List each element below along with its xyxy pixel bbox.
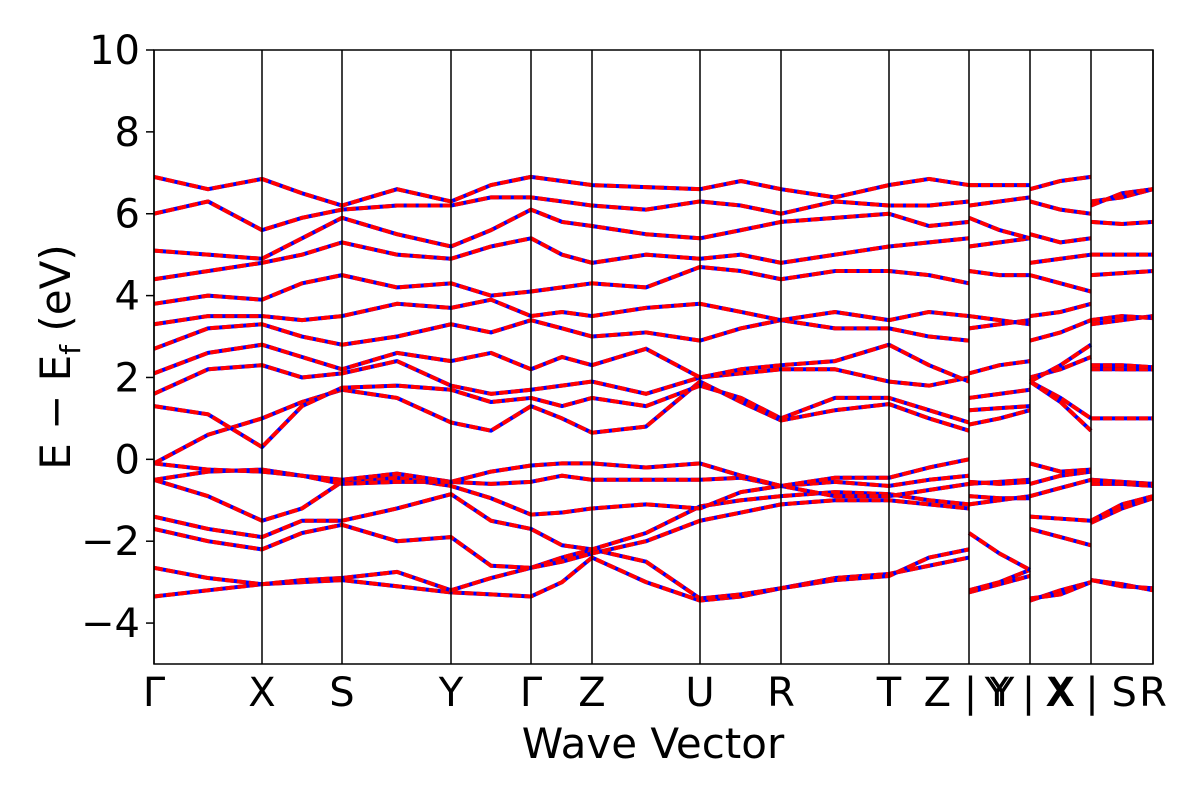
x-tick-label: S bbox=[329, 670, 354, 716]
band-line-dashed bbox=[153, 475, 1154, 523]
x-tick-label: Γ bbox=[520, 670, 543, 716]
x-tick-label: Z bbox=[578, 670, 605, 716]
y-tick-label: −2 bbox=[81, 519, 140, 565]
band-line-dashed bbox=[153, 457, 1153, 488]
band-line-dashed bbox=[153, 496, 1154, 572]
band-line bbox=[153, 490, 1154, 552]
x-tick-label: R bbox=[767, 670, 795, 716]
plot-frame bbox=[153, 49, 1154, 665]
band-line-dashed bbox=[153, 342, 1154, 384]
x-tick-label: R bbox=[1139, 670, 1167, 716]
y-tick-label: 0 bbox=[115, 437, 140, 483]
x-axis-label: Wave Vector bbox=[522, 719, 785, 768]
y-axis-label: E − Ef (eV) bbox=[31, 244, 87, 470]
band-line bbox=[153, 367, 1153, 450]
y-tick-label: 10 bbox=[89, 28, 140, 74]
x-tick-label: T bbox=[876, 670, 902, 716]
band-line-dashed bbox=[153, 264, 1154, 306]
y-label-main: E − E bbox=[31, 355, 80, 470]
band-line-dashed bbox=[153, 174, 1154, 208]
band-line bbox=[153, 236, 1153, 282]
band-line-dashed bbox=[153, 355, 1153, 400]
band-line-dashed bbox=[153, 490, 1154, 552]
y-tick-label: 6 bbox=[115, 192, 140, 238]
band-line-dashed bbox=[153, 187, 1154, 233]
y-tick-label: −4 bbox=[81, 601, 140, 647]
band-line-dashed bbox=[153, 297, 1154, 327]
band-line-dashed bbox=[153, 547, 1154, 601]
band-line bbox=[153, 457, 1153, 488]
band-line-dashed bbox=[153, 236, 1153, 282]
x-tick-label: X | S bbox=[1045, 670, 1137, 716]
x-tick-label: Y | X bbox=[984, 670, 1076, 716]
y-tick-label: 8 bbox=[115, 110, 140, 156]
x-tick-label: Y bbox=[438, 670, 464, 716]
y-tick-label: 2 bbox=[115, 355, 140, 401]
x-tick-label: U bbox=[685, 670, 714, 716]
x-tick-label: X bbox=[248, 670, 275, 716]
y-tick-label: 4 bbox=[115, 274, 140, 320]
y-label-sub: f bbox=[54, 344, 87, 355]
band-line-dashed bbox=[153, 379, 1153, 466]
x-tick-label: Z | Y bbox=[924, 670, 1015, 716]
y-label-unit: (eV) bbox=[31, 244, 80, 345]
x-tick-label: Γ bbox=[143, 670, 166, 716]
band-line-dashed bbox=[153, 314, 1154, 351]
band-line-dashed bbox=[153, 467, 1154, 488]
band-line-dashed bbox=[153, 367, 1153, 450]
band-line-dashed bbox=[153, 207, 1154, 261]
